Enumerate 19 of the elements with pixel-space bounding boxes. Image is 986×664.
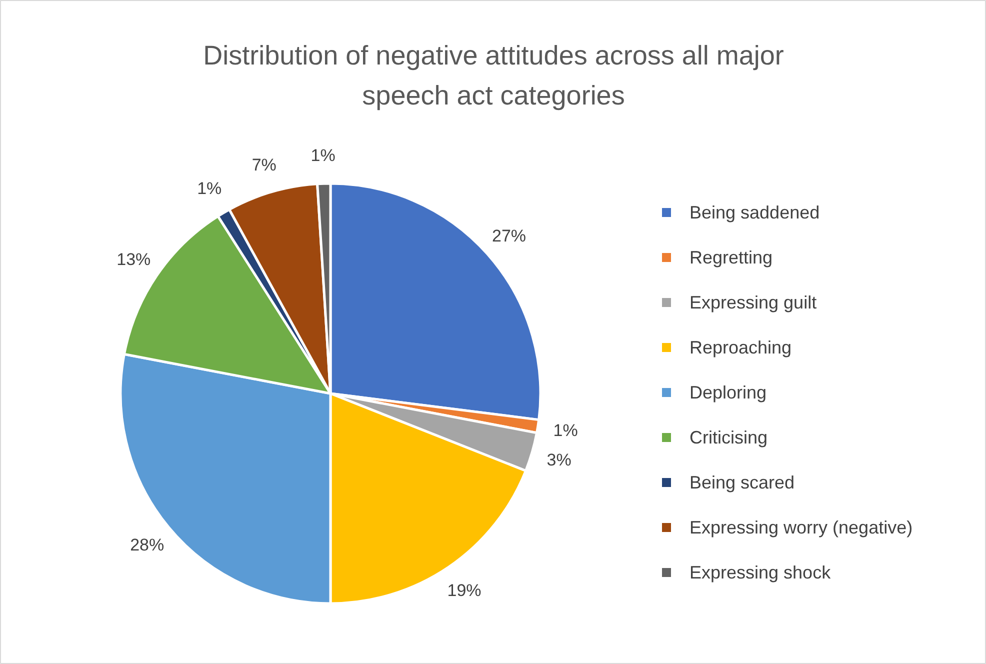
legend-label: Regretting bbox=[690, 248, 773, 268]
data-label: 19% bbox=[447, 580, 482, 600]
data-label: 27% bbox=[492, 226, 526, 246]
data-label: 28% bbox=[130, 536, 164, 555]
legend-label: Deploring bbox=[690, 382, 767, 402]
data-label: 3% bbox=[546, 450, 572, 470]
data-label: 1% bbox=[553, 421, 578, 440]
legend-label: Expressing worry (negative) bbox=[690, 518, 913, 538]
legend-label: Criticising bbox=[690, 428, 768, 448]
data-label: 1% bbox=[197, 179, 222, 198]
legend-label: Expressing shock bbox=[690, 562, 832, 582]
data-label: 7% bbox=[252, 155, 276, 174]
legend-label: Being scared bbox=[690, 472, 795, 492]
chart-title: Distribution of negative attitudes across all major speech act categories bbox=[203, 40, 784, 110]
data-label: 1% bbox=[310, 146, 336, 166]
legend-label: Being saddened bbox=[690, 202, 820, 222]
legend-label: Reproaching bbox=[690, 338, 792, 358]
data-label: 13% bbox=[116, 250, 151, 270]
legend-label: Expressing guilt bbox=[690, 292, 817, 312]
